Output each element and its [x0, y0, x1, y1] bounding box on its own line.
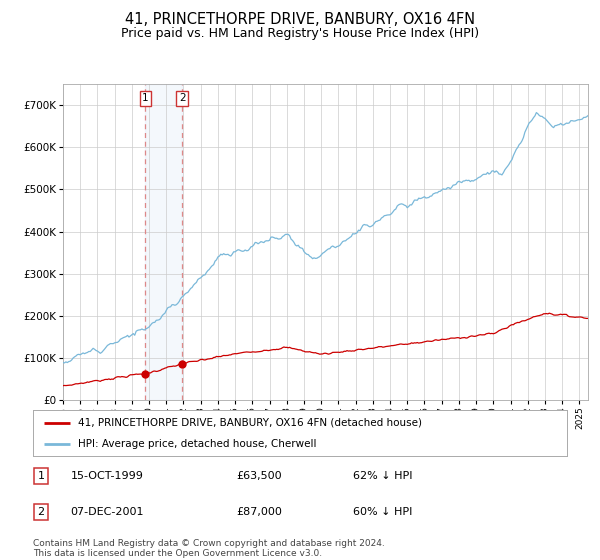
Text: 41, PRINCETHORPE DRIVE, BANBURY, OX16 4FN: 41, PRINCETHORPE DRIVE, BANBURY, OX16 4F… — [125, 12, 475, 27]
Text: 62% ↓ HPI: 62% ↓ HPI — [353, 471, 413, 481]
Text: 2: 2 — [37, 507, 44, 517]
Text: 1: 1 — [38, 471, 44, 481]
Text: 60% ↓ HPI: 60% ↓ HPI — [353, 507, 413, 517]
Text: 2: 2 — [179, 93, 185, 103]
Text: 41, PRINCETHORPE DRIVE, BANBURY, OX16 4FN (detached house): 41, PRINCETHORPE DRIVE, BANBURY, OX16 4F… — [79, 418, 422, 428]
Text: £63,500: £63,500 — [236, 471, 281, 481]
Bar — [145, 84, 182, 400]
Text: 07-DEC-2001: 07-DEC-2001 — [70, 507, 144, 517]
Text: 15-OCT-1999: 15-OCT-1999 — [70, 471, 143, 481]
Text: £87,000: £87,000 — [236, 507, 282, 517]
Text: HPI: Average price, detached house, Cherwell: HPI: Average price, detached house, Cher… — [79, 439, 317, 449]
Text: Price paid vs. HM Land Registry's House Price Index (HPI): Price paid vs. HM Land Registry's House … — [121, 27, 479, 40]
Text: 1: 1 — [142, 93, 149, 103]
Text: Contains HM Land Registry data © Crown copyright and database right 2024.
This d: Contains HM Land Registry data © Crown c… — [33, 539, 385, 558]
